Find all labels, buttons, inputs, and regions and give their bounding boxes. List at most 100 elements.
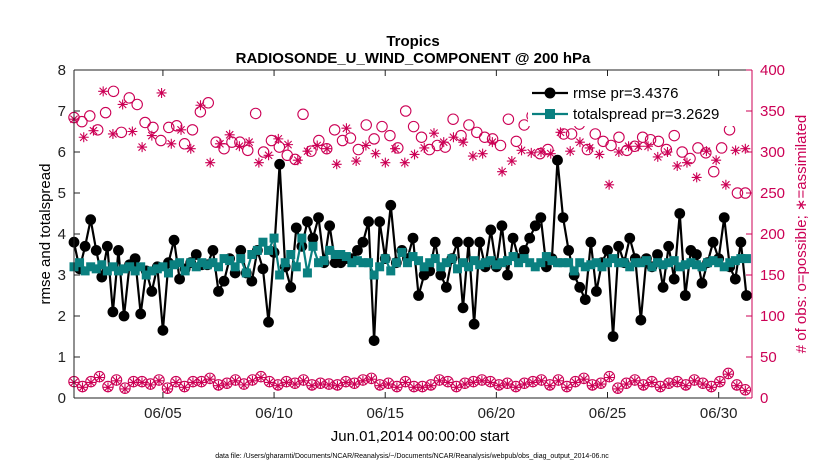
obs-assimilated-bottom-marker	[629, 375, 640, 386]
totalspread-point	[247, 250, 257, 259]
totalspread-point	[269, 233, 279, 243]
y-tick-label-left: 0	[58, 390, 66, 407]
totalspread-point	[130, 266, 140, 276]
totalspread-point	[80, 266, 90, 276]
totalspread-point	[397, 247, 407, 257]
obs-assimilated-marker	[176, 124, 187, 135]
obs-assimilated-bottom-marker	[544, 380, 555, 391]
obs-assimilated-bottom-marker	[247, 375, 258, 386]
legend-box	[528, 78, 740, 126]
rmse-point	[213, 286, 224, 297]
rmse-point	[674, 208, 686, 219]
y-tick-label-right: 400	[760, 62, 785, 79]
totalspread-point	[586, 260, 596, 270]
rmse-point	[496, 220, 508, 232]
obs-assimilated-bottom-marker	[689, 375, 700, 386]
totalspread-point	[147, 266, 157, 276]
obs-assimilated-marker	[506, 156, 517, 167]
totalspread-point	[686, 258, 696, 268]
obs-assimilated-marker	[205, 157, 216, 168]
obs-assimilated-marker	[107, 128, 118, 139]
obs-possible-marker	[155, 134, 167, 147]
totalspread-point	[664, 258, 674, 268]
obs-assimilated-marker	[156, 87, 167, 98]
obs-possible-marker	[368, 133, 380, 145]
totalspread-point	[691, 260, 701, 270]
obs-assimilated-bottom-marker	[519, 379, 530, 390]
obs-assimilated-bottom-marker	[102, 382, 113, 393]
totalspread-point	[375, 262, 385, 272]
obs-assimilated-bottom-marker	[264, 377, 275, 388]
obs-assimilated-bottom-marker	[213, 380, 224, 391]
obs-assimilated-marker	[555, 127, 566, 138]
obs-assimilated-bottom-marker	[85, 377, 96, 388]
legend-rmse-marker	[544, 87, 556, 99]
totalspread-point	[519, 254, 529, 264]
obs-assimilated-marker	[166, 138, 177, 149]
obs-possible-marker	[431, 139, 444, 152]
footnote: data file: /Users/gharamti/Documents/NCA…	[215, 453, 609, 460]
totalspread-point	[86, 262, 96, 272]
obs-assimilated-bottom-marker	[408, 382, 419, 393]
totalspread-point	[314, 258, 324, 268]
obs-possible-marker	[360, 119, 372, 131]
obs-assimilated-marker	[253, 157, 264, 168]
rmse-point	[579, 294, 591, 305]
obs-assimilated-bottom-marker	[221, 379, 232, 390]
obs-assimilated-bottom-marker	[646, 377, 657, 388]
obs-assimilated-bottom-marker	[510, 382, 521, 393]
totalspread-point	[414, 256, 424, 266]
rmse-point	[157, 324, 169, 336]
obs-assimilated-marker	[185, 143, 196, 154]
rmse-point	[307, 232, 319, 244]
obs-assimilated-marker	[730, 145, 741, 156]
totalspread-point	[191, 262, 201, 272]
obs-assimilated-marker	[448, 132, 459, 143]
obs-assimilated-marker	[292, 155, 303, 166]
rmse-point	[302, 216, 313, 228]
totalspread-point	[464, 262, 474, 272]
totalspread-point	[152, 264, 162, 274]
y-tick-label-right: 150	[760, 267, 785, 284]
obs-possible-marker	[123, 92, 136, 104]
rmse-point	[435, 269, 447, 281]
rmse-point	[118, 310, 130, 322]
rmse-point	[557, 212, 569, 224]
obs-assimilated-bottom-marker	[196, 377, 207, 388]
obs-assimilated-marker	[380, 157, 391, 168]
x-tick-label: 06/30	[700, 405, 738, 422]
totalspread-point	[458, 258, 468, 268]
totalspread-point	[286, 250, 296, 259]
obs-possible-marker	[297, 108, 309, 121]
obs-assimilated-marker	[545, 148, 556, 159]
obs-possible-marker	[289, 153, 301, 166]
obs-assimilated-bottom-marker	[638, 380, 649, 391]
rmse-point	[274, 158, 286, 170]
rmse-point	[468, 318, 480, 330]
rmse-point	[518, 245, 530, 256]
obs-assimilated-bottom-marker	[672, 377, 683, 388]
obs-assimilated-marker	[98, 86, 109, 97]
obs-assimilated-bottom-marker	[391, 382, 402, 393]
obs-assimilated-marker	[701, 146, 712, 157]
obs-assimilated-bottom-marker	[417, 382, 428, 393]
obs-possible-marker	[581, 143, 594, 156]
x-tick-label: 06/10	[255, 405, 293, 422]
obs-assimilated-bottom-marker	[136, 377, 147, 388]
obs-assimilated-marker	[536, 147, 547, 157]
totalspread-point	[619, 258, 629, 268]
obs-assimilated-bottom-marker	[502, 379, 513, 390]
rmse-point	[235, 245, 247, 256]
obs-assimilated-bottom-marker	[383, 379, 394, 390]
totalspread-point	[614, 258, 624, 268]
rmse-point	[407, 232, 419, 244]
totalspread-point	[536, 258, 546, 268]
totalspread-point	[703, 258, 713, 268]
obs-assimilated-marker	[283, 139, 294, 150]
obs-assimilated-marker	[526, 147, 537, 158]
rmse-point	[718, 212, 730, 224]
totalspread-point	[163, 268, 173, 278]
obs-assimilated-marker	[370, 148, 381, 159]
totalspread-point	[575, 258, 585, 268]
obs-assimilated-bottom-marker	[476, 375, 487, 386]
